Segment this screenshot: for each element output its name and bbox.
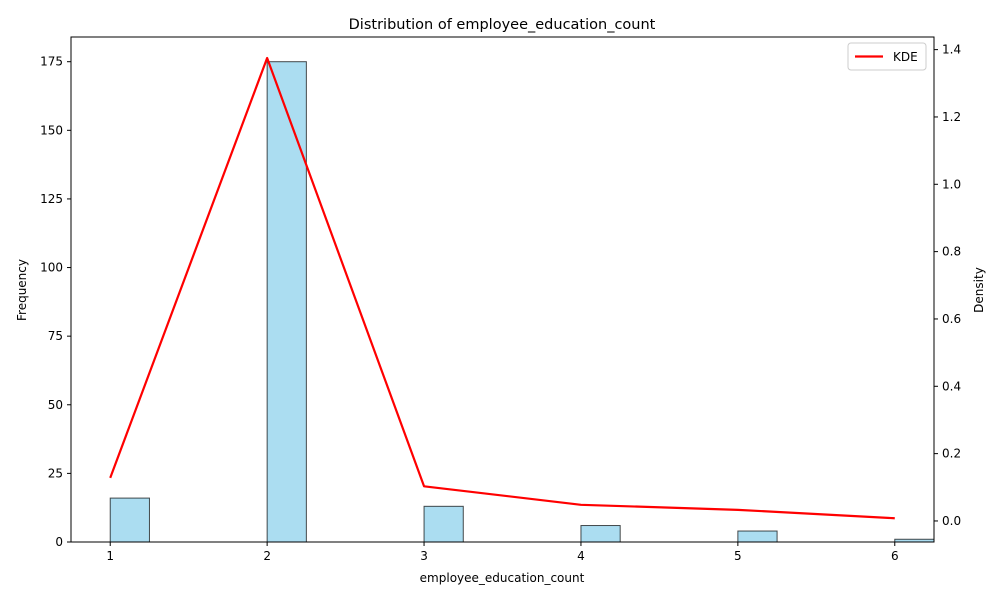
- histogram-bar: [737, 530, 778, 543]
- y-tick-label: 100: [40, 261, 63, 275]
- y2-tick-label: 1.0: [942, 177, 961, 191]
- y-tick-label: 175: [40, 55, 63, 69]
- kde-series: [109, 56, 895, 520]
- y-axis-label: Frequency: [15, 259, 29, 321]
- y-tick-label: 0: [55, 535, 63, 549]
- y2-tick-label: 1.2: [942, 110, 961, 124]
- x-tick-label: 3: [420, 549, 428, 563]
- x-axis-label: employee_education_count: [420, 571, 585, 585]
- y-tick-label: 50: [48, 398, 63, 412]
- plot-frame: [70, 36, 935, 543]
- kde-line: [109, 56, 895, 520]
- histogram-bar: [580, 525, 621, 543]
- y2-tick-label: 0.8: [942, 245, 961, 259]
- y2-tick-label: 0.6: [942, 312, 961, 326]
- y-axis-left: 0 25 50 75 100 125 150 175: [40, 55, 71, 549]
- histogram-bars: [109, 61, 935, 543]
- x-tick-label: 5: [734, 549, 742, 563]
- legend-box: [847, 42, 927, 71]
- x-tick-label: 6: [891, 549, 899, 563]
- y2-tick-label: 0.2: [942, 447, 961, 461]
- x-tick-label: 1: [106, 549, 114, 563]
- histogram-bar: [266, 61, 307, 543]
- y-axis-right: 0.0 0.2 0.4 0.6 0.8 1.0 1.2 1.4: [934, 43, 961, 528]
- histogram-bar: [109, 497, 150, 543]
- legend: KDE: [847, 42, 927, 71]
- legend-kde-label: KDE: [893, 50, 918, 64]
- x-tick-label: 2: [263, 549, 271, 563]
- y-tick-label: 25: [48, 466, 63, 480]
- y2-tick-label: 0.0: [942, 514, 961, 528]
- y-tick-label: 150: [40, 123, 63, 137]
- y2-tick-label: 1.4: [942, 43, 961, 57]
- x-axis: 1 2 3 4 5 6: [106, 542, 899, 563]
- y2-axis-label: Density: [972, 267, 986, 313]
- x-tick-label: 4: [577, 549, 585, 563]
- histogram-bar: [423, 505, 464, 543]
- y-tick-label: 125: [40, 192, 63, 206]
- chart-title: Distribution of employee_education_count: [349, 17, 656, 33]
- y-tick-label: 75: [48, 329, 63, 343]
- y2-tick-label: 0.4: [942, 379, 961, 393]
